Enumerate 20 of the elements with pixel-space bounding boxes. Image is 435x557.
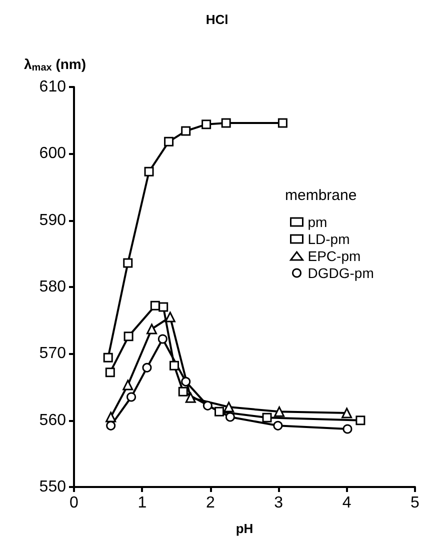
x-tick-label: 5 [410,494,420,512]
legend-label: LD-pm [308,231,350,247]
y-tick-label: 610 [39,78,66,96]
y-tick-label: 580 [39,278,66,296]
x-tick-label: 3 [274,494,284,512]
legend-label: EPC-pm [308,248,361,264]
legend-label: pm [308,214,328,230]
x-tick-label: 0 [70,494,79,512]
y-tick-label: 560 [39,412,66,429]
y-tick-label: 570 [39,345,66,362]
x-axis-title: pH [236,521,254,536]
y-tick-label: 600 [39,145,66,162]
chart-title: HCl [206,12,228,27]
y-tick-label: 550 [39,478,66,496]
legend-title: membrane [285,187,357,204]
x-tick-label: 1 [138,494,147,512]
x-tick-label: 4 [342,494,352,512]
y-tick-label: 590 [39,212,66,229]
x-tick-label: 2 [206,494,215,512]
legend-label: DGDG-pm [308,265,374,281]
